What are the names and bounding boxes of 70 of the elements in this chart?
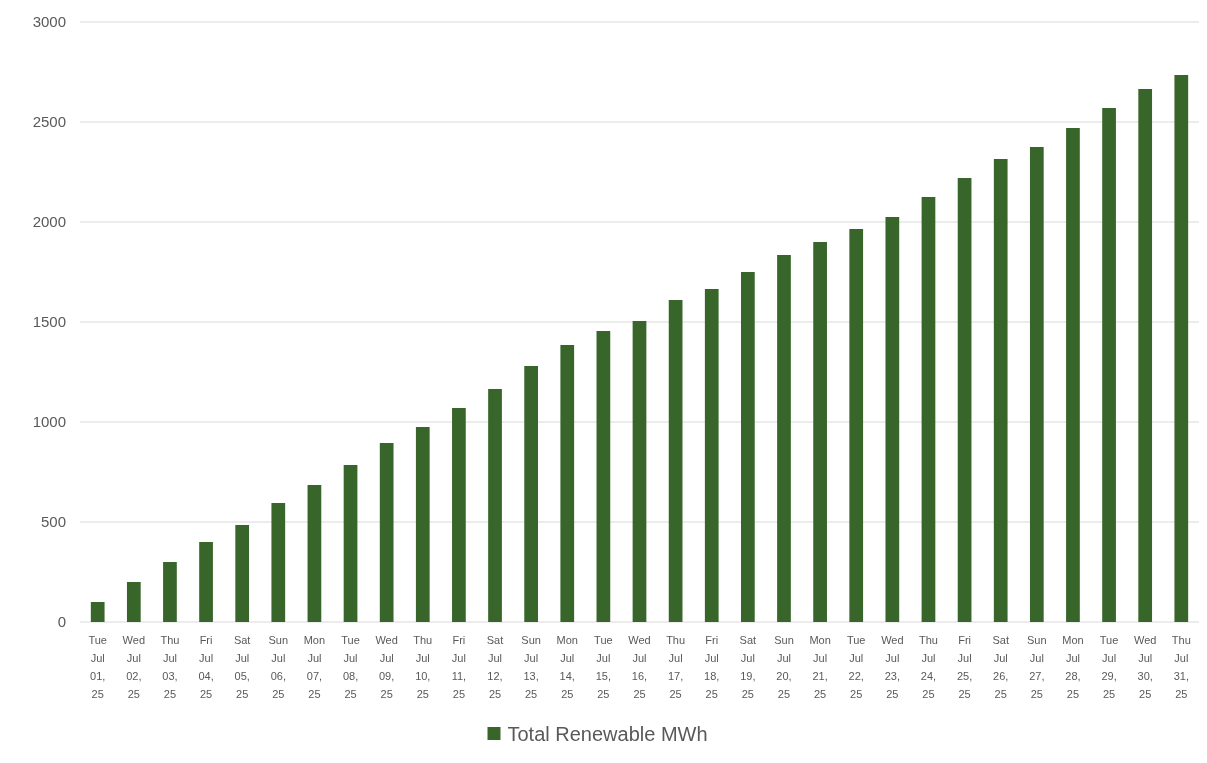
x-tick-label: Sun Jul 06, 25 [268, 634, 289, 700]
bar [488, 389, 502, 622]
bar [199, 542, 213, 622]
bar [1138, 89, 1153, 622]
x-tick-label: Fri Jul 11, 25 [451, 634, 467, 700]
x-tick-label: Sun Jul 27, 25 [1027, 634, 1047, 700]
x-tick-label: Tue Jul 29, 25 [1099, 634, 1119, 700]
bar [1102, 108, 1116, 622]
x-tick-label: Wed Jul 30, 25 [1133, 634, 1157, 700]
x-tick-label: Sun Jul 13, 25 [521, 634, 541, 700]
bar [596, 331, 611, 622]
x-tick-label: Wed Jul 02, 25 [122, 634, 146, 700]
legend-label: Total Renewable MWh [507, 723, 708, 745]
bar [849, 229, 864, 622]
bar [1029, 147, 1044, 622]
bar [921, 197, 936, 622]
bar [126, 582, 141, 622]
x-tick-label: Sat Jul 19, 25 [739, 634, 757, 700]
bar [271, 503, 286, 622]
bar [1174, 75, 1189, 622]
bar [1066, 128, 1080, 622]
x-tick-label: Mon Jul 07, 25 [303, 634, 326, 700]
x-tick-label: Tue Jul 15, 25 [594, 634, 613, 700]
x-tick-label: Wed Jul 23, 25 [881, 634, 904, 700]
bar [632, 321, 647, 622]
bar [885, 217, 900, 622]
y-tick-label: 500 [40, 513, 66, 531]
bar [524, 366, 538, 622]
x-tick-label: Thu Jul 17, 25 [666, 634, 686, 700]
bar [307, 485, 322, 622]
bar [704, 289, 719, 622]
bar [235, 525, 250, 622]
y-tick-label: 2000 [32, 213, 66, 231]
x-tick-label: Fri Jul 18, 25 [704, 634, 720, 700]
x-tick-label: Mon Jul 14, 25 [556, 634, 578, 700]
y-tick-label: 1000 [32, 413, 66, 431]
x-tick-label: Wed Jul 09, 25 [375, 634, 398, 700]
y-tick-label: 1500 [32, 313, 66, 331]
x-tick-label: Tue Jul 01, 25 [88, 634, 107, 700]
x-tick-label: Fri Jul 04, 25 [198, 634, 214, 700]
bar [90, 602, 105, 622]
y-tick-label: 2500 [32, 113, 66, 131]
y-tick-label: 3000 [32, 13, 66, 31]
bar [668, 300, 683, 622]
bar [813, 242, 827, 622]
bar [452, 408, 466, 622]
x-tick-label: Wed Jul 16, 25 [628, 634, 651, 700]
bar [777, 255, 791, 622]
y-tick-label: 0 [57, 613, 66, 631]
x-tick-label: Mon Jul 21, 25 [809, 634, 831, 700]
x-tick-label: Sat Jul 05, 25 [233, 634, 251, 700]
bar [379, 443, 394, 622]
bar [343, 465, 358, 622]
bar [741, 272, 755, 622]
x-tick-label: Thu Jul 10, 25 [413, 634, 433, 700]
x-tick-label: Mon Jul 28, 25 [1062, 634, 1084, 700]
x-tick-label: Fri Jul 25, 25 [956, 634, 973, 700]
x-tick-label: Sun Jul 20, 25 [774, 634, 794, 700]
x-tick-label: Sat Jul 26, 25 [992, 634, 1009, 700]
x-tick-label: Thu Jul 24, 25 [918, 634, 938, 700]
x-tick-label: Thu Jul 31, 25 [1171, 634, 1191, 700]
x-tick-label: Sat Jul 12, 25 [486, 634, 504, 700]
bar [560, 345, 575, 622]
bar [163, 562, 177, 622]
x-tick-label: Tue Jul 22, 25 [846, 634, 866, 700]
bar [993, 159, 1008, 622]
bar [415, 427, 430, 622]
x-tick-label: Tue Jul 08, 25 [341, 634, 360, 700]
bar [957, 178, 972, 622]
x-tick-label: Thu Jul 03, 25 [160, 634, 180, 700]
